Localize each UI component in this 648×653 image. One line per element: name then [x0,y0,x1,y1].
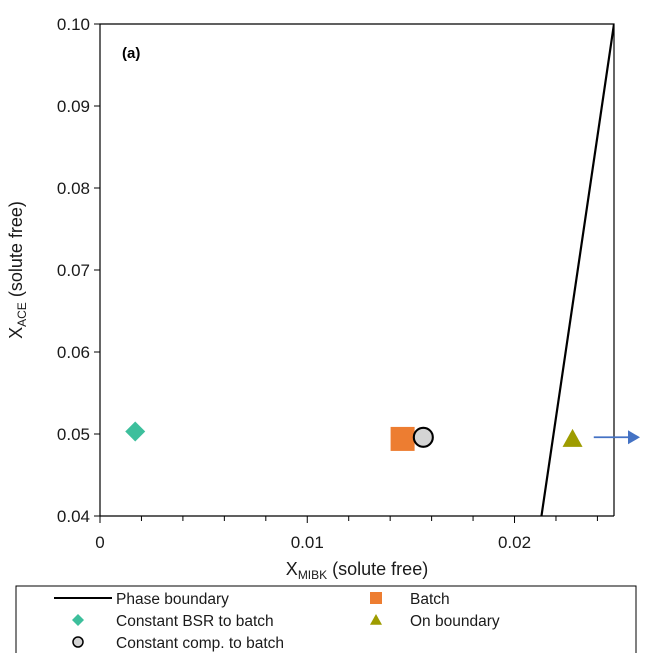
legend-label-constant-comp-to-batch: Constant comp. to batch [116,635,284,652]
y-axis-label: XACE (solute free) [6,201,29,339]
annotation-arrow-head [628,430,640,445]
x-tick-label: 0.01 [291,533,324,552]
plot-frame [99,23,615,516]
y-tick-label: 0.08 [57,179,90,198]
panel-label: (a) [122,45,140,62]
point-on-boundary [562,428,583,447]
series-phase-boundary-line [540,24,614,516]
point-constant-comp-to-batch [412,426,434,448]
plot-area: 0.04 0.05 0.06 0.07 0.08 0.09 0.10 0 0.01 0.02 XMI… [6,15,640,582]
legend-box [15,585,637,653]
legend-label-on-boundary: On boundary [410,613,500,630]
legend-label-batch: Batch [410,591,450,608]
y-tick-label: 0.06 [57,343,90,362]
legend-swatch-constant-comp-to-batch [72,636,84,648]
legend-swatch-constant-bsr-to-batch [72,614,84,626]
y-tick-label: 0.05 [57,425,90,444]
legend: Phase boundary Batch Constant BSR to batch… [15,585,637,653]
legend-label-phase-boundary: Phase boundary [116,591,229,608]
y-tick-label: 0.04 [57,507,90,526]
point-constant-bsr-to-batch [125,421,146,442]
x-axis-label: XMIBK (solute free) [286,559,428,582]
y-tick-label: 0.10 [57,15,90,34]
x-tick-label: 0 [95,533,104,552]
point-batch [390,426,415,451]
legend-label-constant-bsr-to-batch: Constant BSR to batch [116,613,274,630]
y-tick-label: 0.07 [57,261,90,280]
legend-swatch-batch [370,592,382,604]
x-tick-label: 0.02 [498,533,531,552]
legend-swatch-on-boundary [370,614,382,625]
y-tick-label: 0.09 [57,97,90,116]
